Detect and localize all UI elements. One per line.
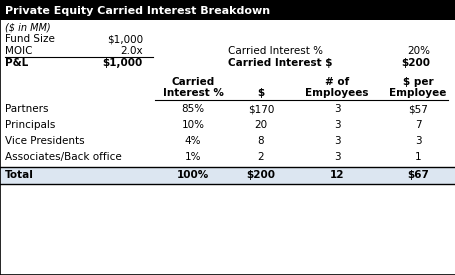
- Text: Principals: Principals: [5, 120, 55, 130]
- Text: 1%: 1%: [184, 152, 201, 162]
- Text: 3: 3: [333, 136, 339, 146]
- Text: Interest %: Interest %: [162, 88, 223, 98]
- Text: 8: 8: [257, 136, 264, 146]
- Text: Fund Size: Fund Size: [5, 34, 55, 44]
- Text: $1,000: $1,000: [106, 34, 143, 44]
- Text: Private Equity Carried Interest Breakdown: Private Equity Carried Interest Breakdow…: [5, 6, 269, 16]
- Text: Total: Total: [5, 170, 34, 180]
- Text: 2.0x: 2.0x: [120, 46, 143, 56]
- Text: Partners: Partners: [5, 104, 48, 114]
- Text: 12: 12: [329, 170, 344, 180]
- Text: 20%: 20%: [406, 46, 429, 56]
- Text: 85%: 85%: [181, 104, 204, 114]
- Text: 100%: 100%: [177, 170, 209, 180]
- Text: $67: $67: [406, 170, 428, 180]
- Text: $200: $200: [400, 58, 429, 68]
- Text: Carried Interest $: Carried Interest $: [228, 58, 332, 68]
- Text: 3: 3: [333, 152, 339, 162]
- Text: Associates/Back office: Associates/Back office: [5, 152, 121, 162]
- Text: 3: 3: [414, 136, 420, 146]
- Text: Carried: Carried: [171, 77, 214, 87]
- Text: 10%: 10%: [181, 120, 204, 130]
- Text: Vice Presidents: Vice Presidents: [5, 136, 85, 146]
- Text: $170: $170: [247, 104, 273, 114]
- Text: ($ in MM): ($ in MM): [5, 22, 51, 32]
- Text: # of: # of: [324, 77, 349, 87]
- Text: $1,000: $1,000: [102, 58, 143, 68]
- Text: MOIC: MOIC: [5, 46, 32, 56]
- Text: 7: 7: [414, 120, 420, 130]
- Text: 3: 3: [333, 120, 339, 130]
- Text: 20: 20: [254, 120, 267, 130]
- Text: 4%: 4%: [184, 136, 201, 146]
- Text: P&L: P&L: [5, 58, 28, 68]
- Text: Employees: Employees: [304, 88, 368, 98]
- Text: 1: 1: [414, 152, 420, 162]
- Text: 2: 2: [257, 152, 264, 162]
- Text: $57: $57: [407, 104, 427, 114]
- Text: $: $: [257, 88, 264, 98]
- Text: 3: 3: [333, 104, 339, 114]
- Text: $ per: $ per: [402, 77, 432, 87]
- Text: $200: $200: [246, 170, 275, 180]
- Text: Employee: Employee: [389, 88, 446, 98]
- Text: Carried Interest %: Carried Interest %: [228, 46, 322, 56]
